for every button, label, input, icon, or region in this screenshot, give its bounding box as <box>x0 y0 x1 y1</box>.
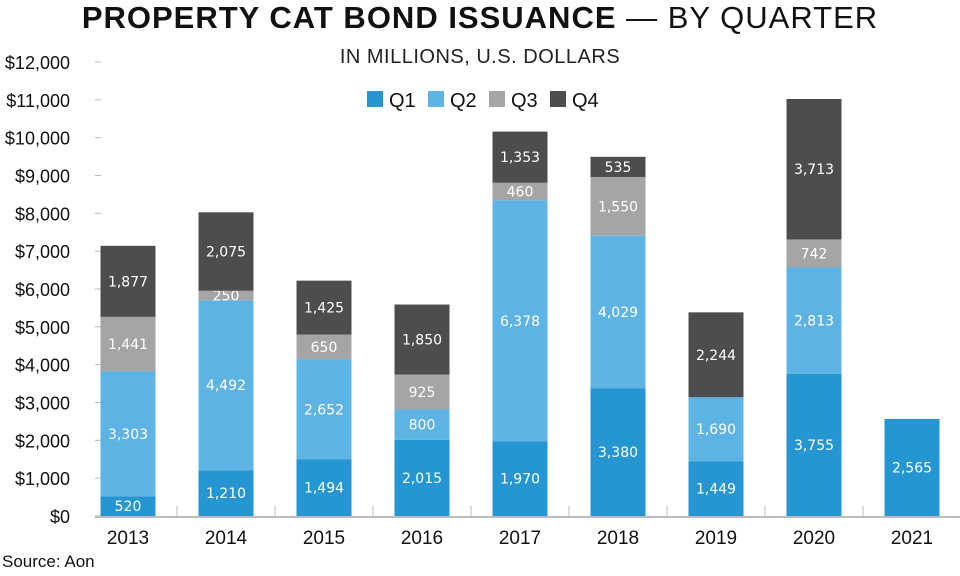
bar-segment-q3 <box>100 316 156 372</box>
legend-label: Q4 <box>572 90 599 112</box>
data-label: 6,378 <box>500 314 540 330</box>
y-tick-label: $3,000 <box>15 394 70 414</box>
bar-segment-q3 <box>394 374 450 410</box>
y-tick-label: $5,000 <box>15 318 70 338</box>
data-label: 250 <box>213 289 240 305</box>
legend-swatch-q1 <box>367 91 383 107</box>
chart-title: PROPERTY CAT BOND ISSUANCE — BY QUARTER <box>81 0 879 35</box>
data-label: 2,015 <box>402 471 442 487</box>
chart-subtitle: IN MILLIONS, U.S. DOLLARS <box>339 46 621 68</box>
x-tick-label: 2021 <box>891 528 933 549</box>
bar-segment-q3 <box>296 334 352 360</box>
bar-segment-q2 <box>688 397 744 462</box>
bar-segment-q2 <box>100 371 156 497</box>
bar-segment-q4 <box>296 280 352 335</box>
x-tick-label: 2017 <box>499 528 541 549</box>
data-label: 520 <box>115 499 142 515</box>
data-label: 2,652 <box>304 402 344 418</box>
bar-segment-q1 <box>198 470 254 516</box>
data-label: 925 <box>409 385 436 401</box>
y-tick-label: $8,000 <box>15 204 70 224</box>
bar-segment-q4 <box>688 312 744 398</box>
legend-swatch-q3 <box>489 91 505 107</box>
data-label: 742 <box>801 246 828 262</box>
legend-swatch-q2 <box>428 91 444 107</box>
data-label: 1,550 <box>598 199 638 215</box>
x-tick-label: 2019 <box>695 528 737 549</box>
bar-segment-q2 <box>394 409 450 440</box>
data-label: 1,850 <box>402 333 442 349</box>
data-label: 3,755 <box>794 438 834 454</box>
data-label: 800 <box>409 418 436 434</box>
bar-segment-q2 <box>786 267 842 374</box>
bar-segment-q1 <box>492 441 548 516</box>
y-tick-label: $1,000 <box>15 469 70 489</box>
data-label: 4,492 <box>206 378 246 394</box>
data-label: 3,713 <box>794 162 834 178</box>
x-tick-label: 2013 <box>107 528 149 549</box>
bar-segment-q1 <box>394 439 450 516</box>
data-label: 460 <box>507 184 534 200</box>
data-label: 2,813 <box>794 314 834 330</box>
bar-segment-q4 <box>394 304 450 375</box>
source-note: Source: Aon <box>2 552 95 571</box>
bar-segment-q2 <box>492 200 548 442</box>
bar-segment-q2 <box>296 359 352 460</box>
legend-label: Q2 <box>450 90 477 112</box>
data-label: 1,425 <box>304 301 344 317</box>
data-label: 1,970 <box>500 472 540 488</box>
bar-segment-q1 <box>884 418 940 516</box>
data-label: 1,449 <box>696 482 736 498</box>
x-tick-label: 2014 <box>205 528 248 549</box>
data-label: 4,029 <box>598 305 638 321</box>
data-label: 1,353 <box>500 150 540 166</box>
data-label: 1,441 <box>108 337 148 353</box>
bar-segment-q4 <box>492 131 548 183</box>
bar-segment-q3 <box>786 239 842 268</box>
x-tick-label: 2020 <box>793 528 835 549</box>
y-tick-label: $12,000 <box>5 53 70 73</box>
bar-segment-q1 <box>100 496 156 516</box>
data-label: 3,380 <box>598 445 638 461</box>
bar-segment-q3 <box>198 290 254 301</box>
legend-label: Q3 <box>511 90 538 112</box>
data-label: 1,494 <box>304 481 344 497</box>
y-tick-label: $9,000 <box>15 167 70 187</box>
y-tick-label: $4,000 <box>15 356 70 376</box>
bar-segment-q2 <box>590 235 646 389</box>
bar-segment-q3 <box>590 177 646 236</box>
bar-segment-q1 <box>590 388 646 516</box>
y-tick-label: $6,000 <box>15 280 70 300</box>
data-label: 1,690 <box>696 422 736 438</box>
bar-segment-q4 <box>100 245 156 317</box>
data-label: 3,303 <box>108 427 148 443</box>
data-label: 535 <box>605 160 632 176</box>
bar-segment-q2 <box>198 300 254 471</box>
x-tick-label: 2016 <box>401 528 443 549</box>
legend-swatch-q4 <box>550 91 566 107</box>
data-label: 2,075 <box>206 245 246 261</box>
y-tick-label: $2,000 <box>15 431 70 451</box>
bar-segment-q1 <box>786 373 842 516</box>
bar-segment-q4 <box>590 156 646 178</box>
bar-segment-q3 <box>492 182 548 201</box>
bar-segment-q4 <box>786 98 842 240</box>
y-tick-label: $7,000 <box>15 242 70 262</box>
legend-label: Q1 <box>389 90 416 112</box>
bar-segment-q1 <box>688 461 744 516</box>
y-tick-label: $11,000 <box>6 91 70 111</box>
x-tick-label: 2015 <box>303 528 345 549</box>
bar-segment-q4 <box>198 212 254 291</box>
data-label: 1,877 <box>108 274 148 290</box>
y-tick-label: $0 <box>50 507 70 527</box>
data-label: 650 <box>311 340 338 356</box>
data-label: 2,244 <box>696 348 736 364</box>
data-label: 2,565 <box>892 460 932 476</box>
y-tick-label: $10,000 <box>5 129 70 149</box>
x-tick-label: 2018 <box>597 528 639 549</box>
data-label: 1,210 <box>206 486 246 502</box>
bar-segment-q1 <box>296 459 352 516</box>
